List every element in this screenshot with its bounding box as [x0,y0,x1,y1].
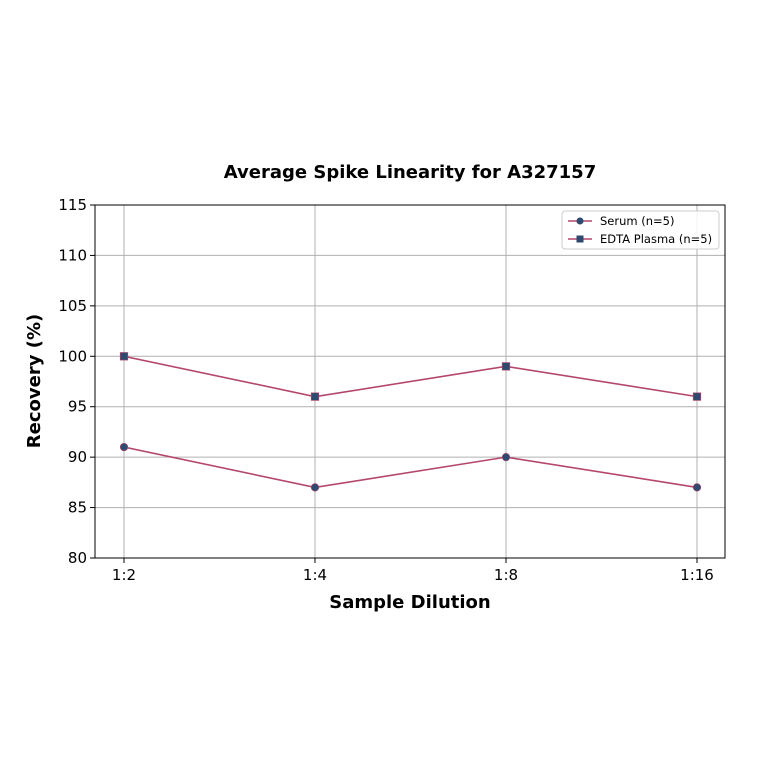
legend: Serum (n=5) EDTA Plasma (n=5) [561,210,720,250]
x-tick-label: 1:16 [680,566,714,584]
legend-label: EDTA Plasma (n=5) [600,232,712,246]
data-point [310,392,320,401]
y-tick-label: 80 [68,549,87,567]
series-line [123,446,698,489]
y-axis-label: Recovery (%) [24,314,45,448]
y-tick-label: 110 [58,246,87,264]
data-point [119,442,129,452]
data-point [501,453,511,462]
data-point [692,483,702,492]
x-axis-ticks: 1:2 1:4 1:8 1:16 [112,558,714,584]
legend-circle-marker [576,217,584,225]
y-tick-label: 85 [68,499,87,517]
y-tick-label: 115 [58,196,87,214]
grid-lines [95,204,725,559]
y-tick-label: 100 [58,347,87,365]
y-tick-label: 105 [58,297,87,315]
legend-square-marker [576,235,584,243]
data-point [501,362,511,371]
x-tick-label: 1:4 [303,566,327,584]
data-point [310,483,320,492]
chart-title: Average Spike Linearity for A327157 [224,162,596,183]
y-tick-label: 90 [68,448,87,466]
data-point [692,392,702,401]
plot-frame [94,204,726,559]
series-line [123,355,698,398]
x-tick-label: 1:8 [494,566,518,584]
y-tick-label: 95 [68,398,87,416]
data-series [119,352,702,492]
y-axis-ticks: 80 85 90 95 100 105 110 115 [58,196,95,567]
x-tick-label: 1:2 [112,566,136,584]
x-axis-label: Sample Dilution [329,592,490,613]
data-point [119,352,129,361]
legend-label: Serum (n=5) [600,214,674,228]
